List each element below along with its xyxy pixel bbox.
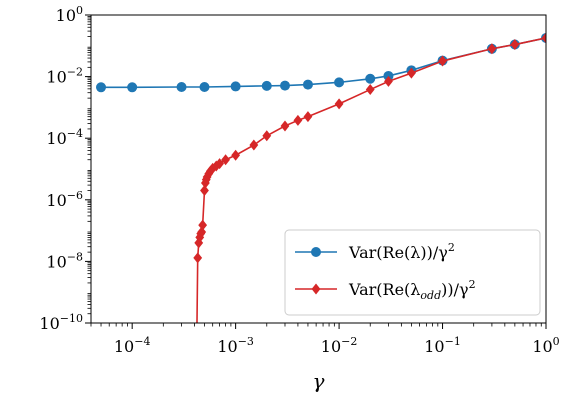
legend-entry-1: Var(Re(λ))/γ2: [295, 241, 455, 262]
data-point: [302, 79, 313, 90]
x-axis-label: γ: [313, 369, 325, 393]
data-point: [334, 77, 345, 88]
data-point: [293, 114, 303, 126]
legend: Var(Re(λ))/γ2 Var(Re(λodd))/γ2: [284, 229, 541, 316]
plot-frame: [90, 14, 547, 324]
y-tick-label: 100: [56, 4, 83, 25]
data-point: [487, 43, 497, 55]
data-point: [249, 139, 259, 151]
major-ticks: [85, 14, 547, 329]
data-point: [230, 81, 241, 92]
legend-label: Var(Re(λodd))/γ2: [348, 278, 476, 302]
data-point: [303, 111, 313, 123]
data-point: [198, 219, 208, 231]
x-tick-label: 10−1: [424, 335, 461, 356]
y-tick-label: 10−4: [46, 127, 83, 148]
legend-marker: [311, 283, 321, 295]
data-point: [384, 75, 393, 87]
data-point: [365, 73, 376, 84]
y-tick-label: 10−8: [46, 250, 83, 271]
data-point: [438, 55, 447, 67]
data-point: [231, 149, 241, 161]
x-tick-label: 10−3: [217, 335, 254, 356]
x-tick-label: 10−2: [321, 335, 358, 356]
legend-marker: [311, 247, 321, 257]
data-point: [334, 98, 344, 110]
data-point: [176, 81, 187, 92]
legend-entry-2: Var(Re(λodd))/γ2: [295, 278, 476, 302]
data-point: [193, 252, 203, 264]
y-tick-label: 10−2: [46, 66, 83, 87]
data-point: [200, 185, 209, 197]
x-tick-label: 10−4: [114, 335, 151, 356]
tick-labels: 10−4 10−3 10−2 10−1 100 10−10 10−8 10−6 10−4 10−2…: [39, 4, 559, 356]
data-point: [215, 158, 225, 170]
data-point: [541, 32, 546, 44]
y-tick-label: 10−6: [46, 189, 83, 210]
data-point: [208, 162, 218, 174]
series-2: [192, 32, 546, 359]
data-point: [406, 67, 416, 79]
series-1: [96, 32, 546, 93]
data-point: [197, 226, 207, 238]
y-tick-label: 10−10: [39, 312, 83, 333]
data-point: [127, 82, 138, 93]
series-layer: [96, 32, 546, 359]
data-point: [192, 348, 201, 359]
legend-box: [284, 229, 541, 316]
data-point: [365, 84, 375, 96]
minor-ticks: [87, 16, 542, 327]
data-point: [510, 39, 520, 51]
x-tick-label: 100: [532, 335, 559, 356]
data-point: [280, 120, 290, 132]
data-point: [262, 130, 272, 142]
data-point: [261, 80, 272, 91]
data-point: [279, 80, 290, 91]
data-point: [221, 154, 231, 166]
data-point: [96, 82, 107, 93]
series-line: [101, 37, 546, 89]
legend-label: Var(Re(λ))/γ2: [348, 241, 455, 262]
data-point: [199, 81, 210, 92]
